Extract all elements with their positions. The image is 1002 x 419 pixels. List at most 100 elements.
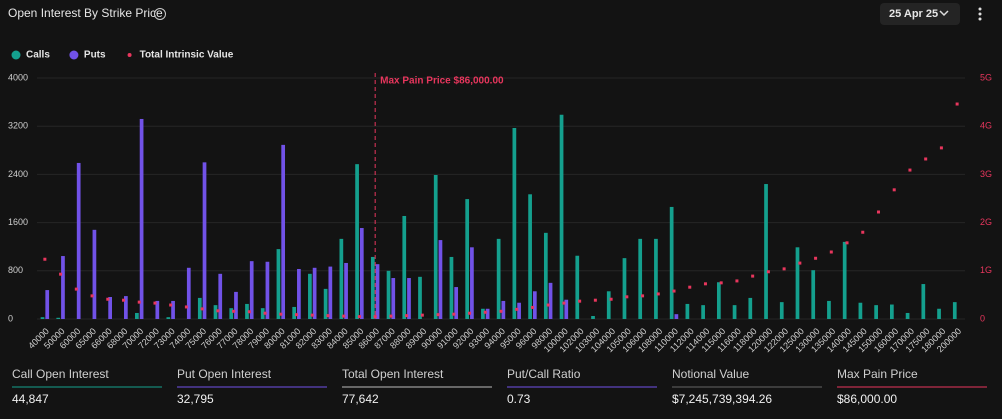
- bar: [339, 238, 344, 319]
- bar: [281, 144, 286, 319]
- stat-value: 44,847: [12, 392, 49, 406]
- stat-value: 32,795: [177, 392, 214, 406]
- intrinsic-point: [483, 310, 487, 314]
- intrinsic-point: [766, 270, 770, 274]
- intrinsic-point: [452, 312, 456, 316]
- intrinsic-point: [59, 272, 63, 276]
- intrinsic-point: [861, 230, 865, 234]
- bar: [827, 300, 831, 319]
- intrinsic-point: [295, 313, 299, 317]
- intrinsic-point: [562, 301, 566, 305]
- legend-swatch: [127, 53, 132, 57]
- intrinsic-point: [892, 188, 896, 192]
- bar: [465, 199, 470, 319]
- bar: [438, 240, 443, 319]
- intrinsic-point: [310, 313, 314, 317]
- intrinsic-point: [90, 294, 94, 298]
- bar: [543, 232, 548, 319]
- stat-label: Put Open Interest: [177, 367, 272, 381]
- bar: [622, 258, 627, 319]
- stat-label: Total Open Interest: [342, 367, 444, 381]
- intrinsic-point: [814, 256, 818, 260]
- bar: [308, 273, 312, 319]
- bar: [276, 249, 281, 319]
- y-tick-label: 3200: [8, 121, 28, 131]
- intrinsic-point: [782, 267, 786, 271]
- bar: [470, 247, 474, 319]
- bar: [890, 304, 894, 319]
- menu-icon[interactable]: [978, 7, 982, 21]
- bar: [528, 194, 532, 319]
- y2-tick-label: 1G: [980, 265, 992, 275]
- bar: [564, 299, 569, 319]
- bar: [218, 273, 223, 319]
- bar: [171, 300, 175, 319]
- intrinsic-point: [420, 313, 424, 317]
- y-tick-label: 2400: [8, 169, 28, 179]
- intrinsic-point: [625, 295, 629, 299]
- intrinsic-point: [373, 315, 377, 319]
- stat-label: Put/Call Ratio: [507, 367, 581, 381]
- y2-tick-label: 2G: [980, 217, 992, 227]
- bar: [921, 284, 926, 319]
- intrinsic-point: [530, 305, 534, 309]
- info-icon[interactable]: [154, 8, 166, 20]
- intrinsic-point: [74, 287, 78, 291]
- intrinsic-point: [593, 298, 597, 302]
- y-tick-label: 1600: [8, 217, 28, 227]
- y2-tick-label: 4G: [980, 121, 992, 131]
- bar: [197, 297, 202, 319]
- intrinsic-point: [106, 297, 110, 301]
- stat-value: 0.73: [507, 392, 531, 406]
- bar: [249, 261, 254, 319]
- intrinsic-point: [137, 300, 141, 304]
- intrinsic-point: [184, 305, 188, 309]
- legend-label: Puts: [84, 50, 106, 61]
- bar: [297, 268, 301, 319]
- legend-swatch: [69, 50, 79, 60]
- date-label: 25 Apr 25: [889, 8, 938, 20]
- bar: [674, 314, 679, 319]
- bar: [155, 300, 160, 319]
- intrinsic-point: [515, 307, 519, 311]
- intrinsic-point: [169, 303, 173, 307]
- intrinsic-point: [939, 146, 943, 150]
- bar: [323, 288, 328, 319]
- bar: [905, 312, 910, 319]
- bar: [433, 175, 438, 319]
- date-dropdown[interactable]: [880, 3, 960, 25]
- intrinsic-point: [735, 279, 739, 283]
- intrinsic-point: [703, 282, 707, 286]
- bar: [842, 241, 847, 319]
- intrinsic-point: [672, 289, 676, 293]
- max-pain-label: Max Pain Price $86,000.00: [380, 76, 504, 87]
- bar: [454, 287, 459, 319]
- bar: [245, 303, 249, 319]
- bar: [40, 317, 45, 319]
- bar: [669, 206, 674, 319]
- bar: [716, 282, 721, 319]
- bar: [370, 256, 375, 319]
- bar: [496, 238, 501, 319]
- chart-title: Open Interest By Strike Price: [8, 6, 163, 20]
- intrinsic-point: [326, 314, 330, 318]
- y-tick-label: 0: [8, 313, 13, 323]
- bar: [481, 308, 485, 319]
- bar: [418, 276, 422, 319]
- intrinsic-point: [43, 257, 47, 261]
- bar: [575, 255, 580, 319]
- bar: [56, 317, 61, 319]
- intrinsic-point: [845, 241, 849, 245]
- intrinsic-point: [232, 309, 236, 313]
- bar: [606, 291, 611, 319]
- bar: [779, 302, 784, 319]
- legend-swatch: [11, 50, 21, 60]
- stat-value: 77,642: [342, 392, 379, 406]
- bar: [234, 291, 238, 319]
- intrinsic-point: [751, 274, 755, 278]
- bar: [92, 229, 97, 319]
- legend-label: Total Intrinsic Value: [140, 50, 234, 61]
- intrinsic-point: [955, 102, 959, 106]
- bar: [76, 162, 81, 319]
- bar: [591, 315, 595, 319]
